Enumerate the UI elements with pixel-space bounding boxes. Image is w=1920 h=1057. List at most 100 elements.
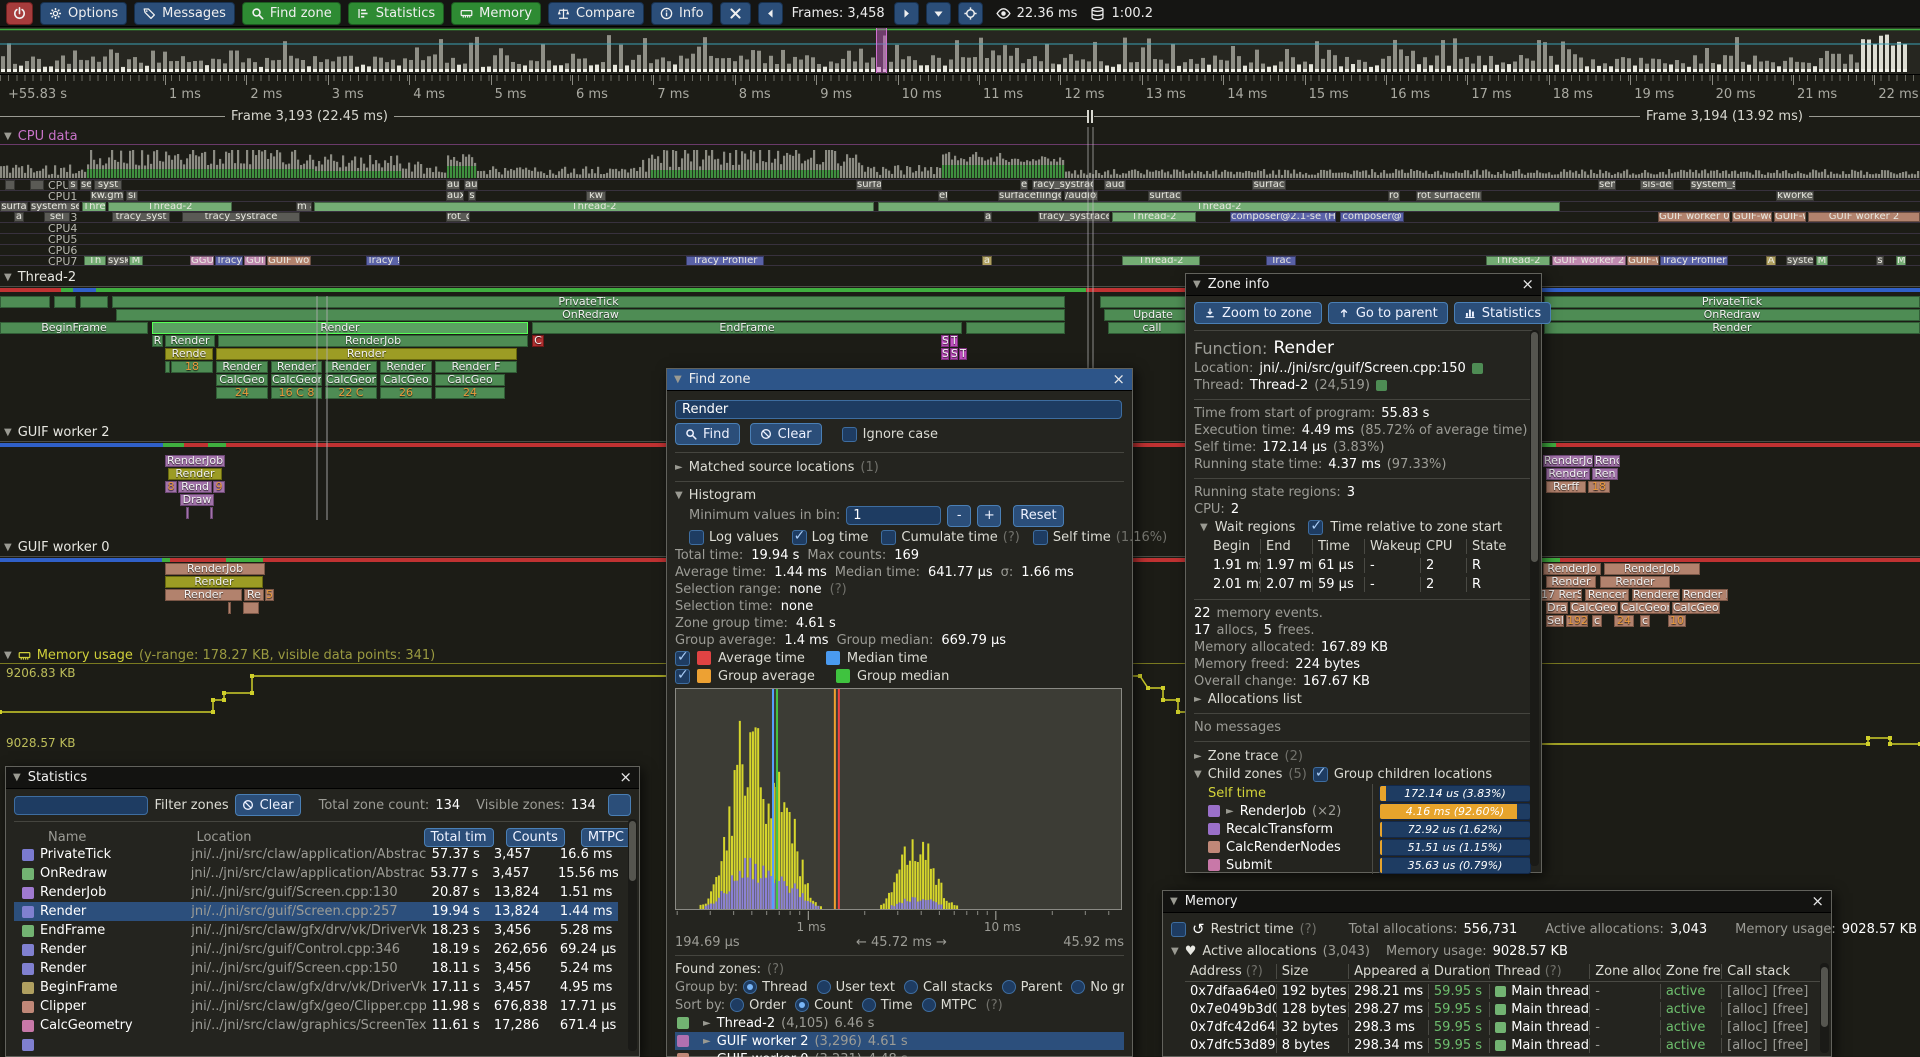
cpu-zone[interactable]: GUIF worker 0	[1658, 212, 1730, 223]
scrollbar-thumb[interactable]	[1821, 967, 1828, 1027]
expand-triangle-icon[interactable]: ►	[703, 1035, 711, 1047]
clear-button[interactable]: Clear	[749, 423, 822, 445]
ignore-case-checkbox[interactable]	[841, 426, 857, 442]
collapse-triangle-icon[interactable]: ▼	[4, 542, 12, 553]
cpu-zone[interactable]: surfa	[0, 201, 28, 212]
compare-button[interactable]: Compare	[548, 1, 645, 25]
timeline-zone-s[interactable]: S	[941, 335, 949, 347]
frame-overview[interactable]	[0, 28, 1920, 75]
filter-zones-input[interactable]	[14, 795, 149, 815]
timeline-zone-192[interactable]: 192	[1566, 615, 1588, 627]
cpu-zone[interactable]: Tracy !	[366, 255, 400, 266]
cpu-zone[interactable]: Tracy Profiler	[1660, 255, 1728, 266]
cpu-zone[interactable]: M	[129, 255, 143, 266]
timeline-zone-render[interactable]: Render	[165, 589, 242, 601]
thread-section-header[interactable]: ▼ GUIF worker 2	[4, 425, 109, 440]
reset-bin-button[interactable]: Reset	[1013, 504, 1064, 527]
cpu-zone[interactable]: au	[464, 180, 478, 190]
expand-triangle-icon[interactable]: ►	[1194, 693, 1202, 705]
thread-section-header[interactable]: ▼ Thread-2	[4, 270, 76, 285]
timeline-zone-render[interactable]: Render	[152, 322, 528, 334]
prev-frame-button[interactable]	[757, 1, 783, 25]
stats-row-render[interactable]: Render jni/../jni/src/guif/Control.cpp:34…	[14, 940, 618, 959]
current-view-marker[interactable]	[876, 28, 887, 73]
timeline-zone-renderjob[interactable]: RenderJob	[165, 563, 265, 575]
frame-label[interactable]: Frame 3,193 (22.45 ms)	[225, 109, 394, 124]
close-icon[interactable]: ×	[1521, 275, 1534, 293]
timeline-zone-sel[interactable]: Sel	[1546, 615, 1564, 627]
cpu-zone[interactable]: kw	[586, 190, 606, 201]
sort-total-time-button[interactable]: Total tim	[423, 827, 494, 847]
cpu-zone[interactable]: m a	[296, 201, 312, 212]
cpu-zone[interactable]: tracy_systrace	[182, 212, 300, 223]
cpu-zone[interactable]: GUI	[244, 255, 266, 266]
timeline-zone-calcgeo[interactable]: CalcGeo	[380, 374, 432, 386]
cpu-zone[interactable]: sen	[1598, 180, 1616, 190]
cpu-zone[interactable]: sei	[44, 212, 70, 223]
find-zone-button[interactable]: Find zone	[241, 1, 341, 25]
timeline-zone-render-r[interactable]: Render R	[1682, 589, 1728, 601]
stats-row-renderjob[interactable]: RenderJob jni/../jni/src/guif/Screen.cpp:…	[14, 883, 618, 902]
collapse-triangle-icon[interactable]: ▼	[4, 427, 12, 438]
timeline-zone-renderjo[interactable]: RenderJo	[1543, 563, 1601, 575]
frame-labels[interactable]: Frame 3,193 (22.45 ms) Frame 3,194 (13.92…	[0, 108, 1920, 125]
child-zone-row-submit[interactable]: Submit 35.63 us (0.79%)	[1194, 856, 1533, 874]
statistics-button[interactable]: Statistics	[347, 1, 445, 25]
expand-triangle-icon[interactable]: ►	[703, 1054, 711, 1057]
timeline-zone-24[interactable]: 24	[1614, 615, 1634, 627]
cpu-zone[interactable]: GUIF-w	[1774, 212, 1806, 223]
timeline-zone-9[interactable]: 9	[213, 481, 225, 493]
timeline-zone-calcgeomet[interactable]: CalcGeomet	[1620, 602, 1670, 614]
cpu-zone[interactable]: se	[80, 180, 92, 190]
timeline-zone[interactable]	[210, 507, 213, 519]
next-frame-button[interactable]	[893, 1, 919, 25]
cpu-zone[interactable]: si	[126, 190, 138, 201]
sort-by-count[interactable]	[795, 998, 810, 1012]
collapse-triangle-icon[interactable]: ▼	[1193, 279, 1201, 290]
thread-section-header[interactable]: ▼ GUIF worker 0	[4, 540, 109, 555]
timeline-zone-render[interactable]: Render	[271, 361, 322, 373]
cpu-zone[interactable]: rol	[1388, 190, 1400, 201]
go-to-parent-button[interactable]: Go to parent	[1327, 302, 1448, 324]
cpu-zone[interactable]: tracy_syst	[112, 212, 170, 223]
timeline-zone-render[interactable]: Render	[165, 576, 263, 588]
timeline-zone-17-rers[interactable]: 17 RerS	[1540, 589, 1582, 601]
memory-usage-section-header[interactable]: ▼ Memory usage (y-range: 178.27 KB, visibl…	[4, 648, 435, 663]
timeline-zone-24[interactable]: 24	[435, 387, 505, 399]
clear-filter-button[interactable]: Clear	[234, 794, 301, 816]
collapse-triangle-icon[interactable]: ▼	[4, 131, 12, 142]
timeline-zone-rencer[interactable]: Rencer	[1585, 589, 1629, 601]
timeline-zone-draw[interactable]: Draw	[180, 494, 214, 506]
timeline-zone-5[interactable]: 5	[265, 589, 274, 601]
cpu-zone[interactable]	[5, 180, 15, 190]
cpu-zone[interactable]: s	[68, 180, 78, 190]
power-button[interactable]	[6, 1, 33, 25]
timeline-zone-calcgeome[interactable]: CalcGeome	[1570, 602, 1618, 614]
found-group-guif-worker-0[interactable]: ►GUIF worker 0(3,231)4.48 s	[675, 1050, 1124, 1057]
goto-frame-button[interactable]	[957, 1, 983, 25]
close-icon[interactable]: ×	[1112, 370, 1125, 388]
timeline-zone-onredraw[interactable]: OnRedraw	[1544, 309, 1920, 321]
sort-by-order[interactable]	[730, 998, 745, 1012]
timeline-zone[interactable]	[0, 296, 50, 308]
stats-row-render[interactable]: Render jni/../jni/src/guif/Screen.cpp:257…	[14, 902, 618, 921]
cpu-zone[interactable]: Trac	[1266, 255, 1296, 266]
sort-by-time[interactable]	[861, 998, 876, 1012]
timeline-zone-render[interactable]: Render	[1546, 576, 1596, 588]
cpu-zone[interactable]: Thread-2	[1112, 212, 1196, 223]
allocation-row[interactable]: 0x7dfc53d898 8 bytes 298.34 ms 59.95 s Main …	[1185, 1036, 1823, 1054]
timeline-zone-rerff[interactable]: Rerff	[1546, 481, 1586, 493]
collapse-triangle-icon[interactable]: ▼	[1194, 769, 1202, 780]
timeline-zone[interactable]	[243, 602, 259, 614]
timeline-zone-endframe[interactable]: EndFrame	[532, 322, 962, 334]
timeline-zone-24[interactable]: 24	[216, 387, 268, 399]
collapse-triangle-icon[interactable]: ▼	[675, 490, 683, 501]
expand-triangle-icon[interactable]: ►	[1194, 750, 1202, 762]
stats-row-onredraw[interactable]: OnRedraw jni/../jni/src/claw/application/…	[14, 864, 618, 883]
timeline-zone-calcgeor[interactable]: CalcGeor	[325, 374, 377, 386]
cpu-zone[interactable]: Tracy	[215, 255, 243, 266]
timeline-zone-renderjob[interactable]: RenderJob	[1604, 563, 1700, 575]
group-by-user-text[interactable]	[816, 980, 831, 994]
cpu-zone[interactable]: a	[984, 212, 992, 223]
cpu-zone[interactable]: Thread-2	[878, 201, 1560, 212]
